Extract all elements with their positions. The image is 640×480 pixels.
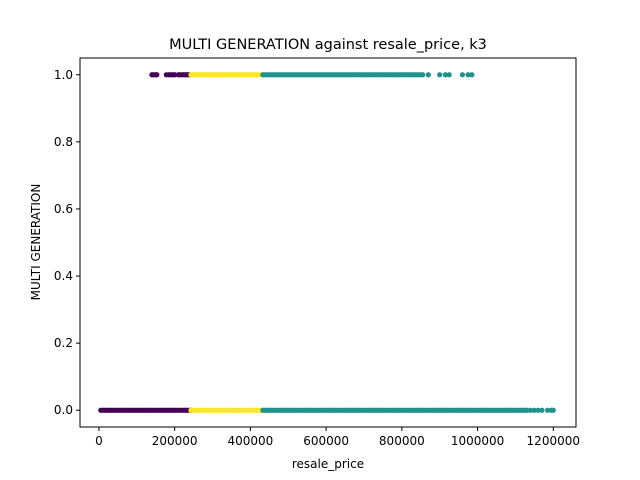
x-tick-label: 400000: [227, 434, 273, 448]
x-tick-label: 600000: [303, 434, 349, 448]
y-tick-label: 0.6: [54, 202, 73, 216]
cluster-2-point: [437, 72, 443, 78]
y-tick-label: 1.0: [54, 68, 73, 82]
cluster-2-point: [469, 72, 475, 78]
x-axis: 0 200000 400000 600000 800000 1000000 1200000: [95, 427, 580, 448]
y-tick-label: 0.8: [54, 135, 73, 149]
plot-frame: [79, 57, 577, 428]
cluster-2-point: [550, 407, 556, 413]
y-axis-label: MULTI GENERATION: [29, 184, 43, 301]
y-tick-label: 0.2: [54, 336, 73, 350]
cluster-2-point: [425, 72, 431, 78]
x-tick-label: 200000: [152, 434, 198, 448]
x-axis-label: resale_price: [292, 457, 364, 471]
cluster-2-point: [539, 407, 545, 413]
cluster-2-point: [465, 72, 471, 78]
x-tick-label: 800000: [379, 434, 425, 448]
x-tick-label: 1200000: [527, 434, 580, 448]
cluster-2-point: [524, 407, 530, 413]
cluster-2-point: [545, 407, 551, 413]
cluster-2-point: [531, 407, 537, 413]
y-tick-label: 0.4: [54, 269, 73, 283]
y-axis: 0.0 0.2 0.4 0.6 0.8 1.0: [54, 68, 80, 417]
cluster-2-point: [420, 72, 426, 78]
cluster-2-point: [535, 407, 541, 413]
cluster-2-point: [527, 407, 534, 413]
cluster-2-point: [442, 72, 448, 78]
cluster-2-point: [459, 72, 466, 78]
x-tick-label: 0: [95, 434, 103, 448]
cluster-0-point: [154, 72, 160, 78]
cluster-0-point: [172, 72, 178, 78]
x-tick-label: 1000000: [451, 434, 504, 448]
y-tick-label: 0.0: [54, 403, 73, 417]
chart-title: MULTI GENERATION against resale_price, k…: [169, 37, 487, 53]
data-points: [98, 72, 556, 413]
cluster-2-point: [446, 72, 452, 78]
